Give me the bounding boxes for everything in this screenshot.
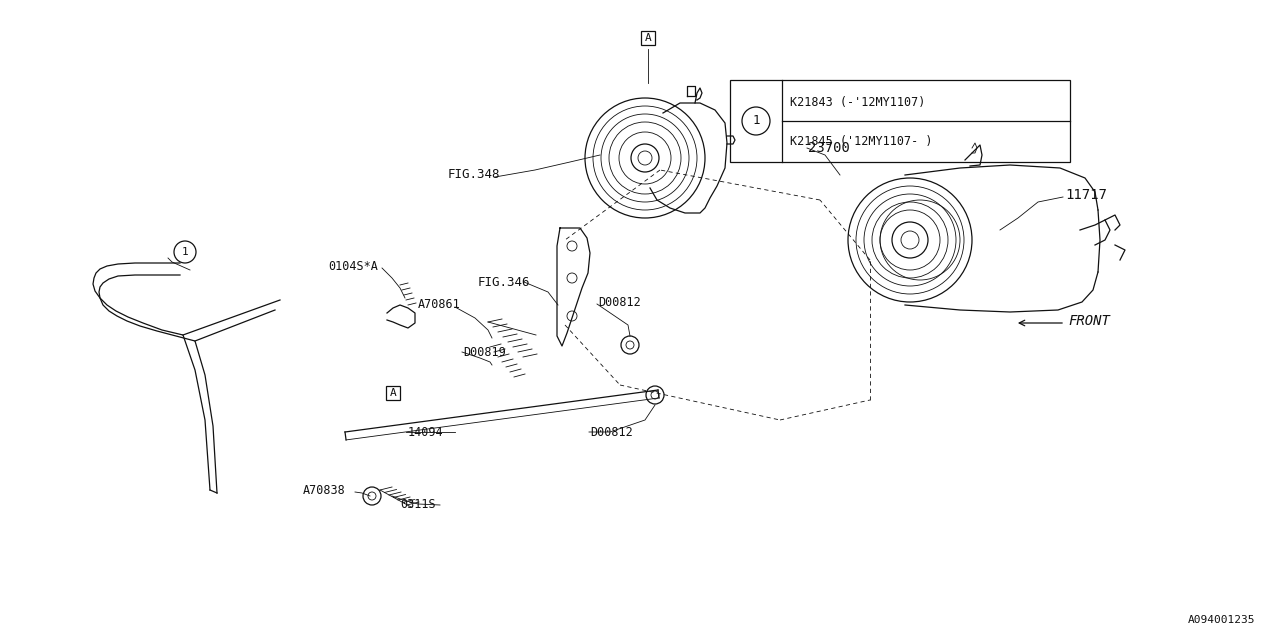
Text: D00819: D00819 [463,346,506,358]
Text: 1: 1 [182,247,188,257]
Text: 23700: 23700 [808,141,850,155]
Text: A70838: A70838 [303,483,346,497]
Bar [730,80,1070,162]
Text: A: A [645,33,652,43]
Bar [385,386,401,400]
Text: FIG.348: FIG.348 [448,168,500,182]
Text: A: A [389,388,397,398]
Text: K21843 (-'12MY1107): K21843 (-'12MY1107) [790,95,925,109]
Text: A094001235: A094001235 [1188,615,1254,625]
Bar [641,31,655,45]
Text: 0311S: 0311S [399,499,435,511]
Text: K21845 ('12MY1107- ): K21845 ('12MY1107- ) [790,135,933,148]
Text: FRONT: FRONT [1068,314,1110,328]
Text: 11717: 11717 [1065,188,1107,202]
Text: D00812: D00812 [598,296,641,308]
Text: 14094: 14094 [408,426,444,438]
Text: D00812: D00812 [590,426,632,438]
Text: 1: 1 [753,115,760,127]
Text: FIG.346: FIG.346 [477,275,530,289]
Text: 0104S*A: 0104S*A [328,260,378,273]
Text: A70861: A70861 [419,298,461,312]
